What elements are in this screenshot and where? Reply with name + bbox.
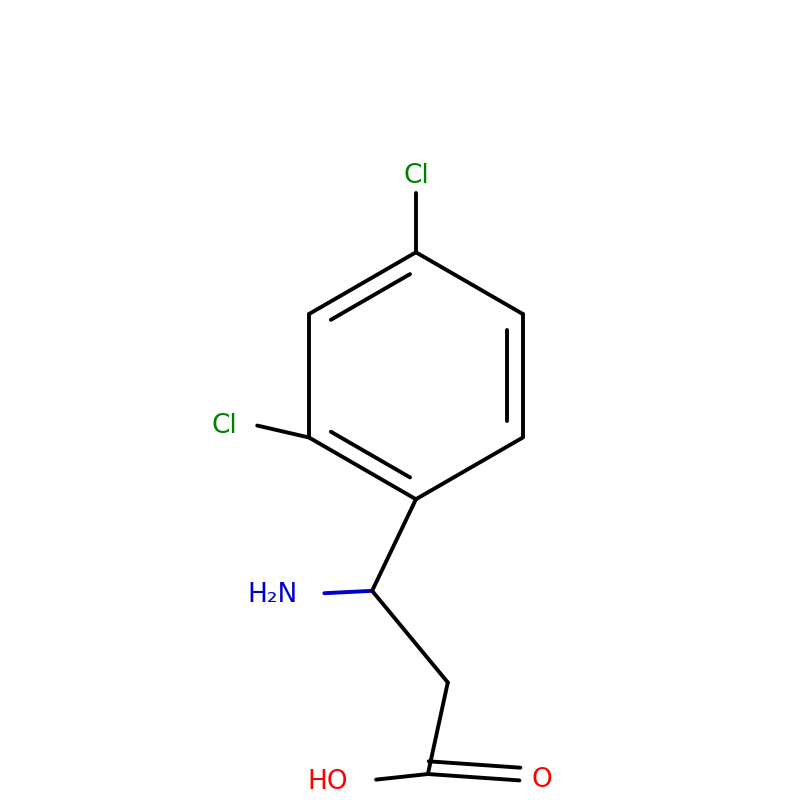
Text: HO: HO [307, 769, 348, 795]
Text: O: O [531, 767, 552, 794]
Text: H₂N: H₂N [248, 582, 298, 608]
Text: Cl: Cl [403, 162, 429, 189]
Text: Cl: Cl [211, 413, 238, 438]
